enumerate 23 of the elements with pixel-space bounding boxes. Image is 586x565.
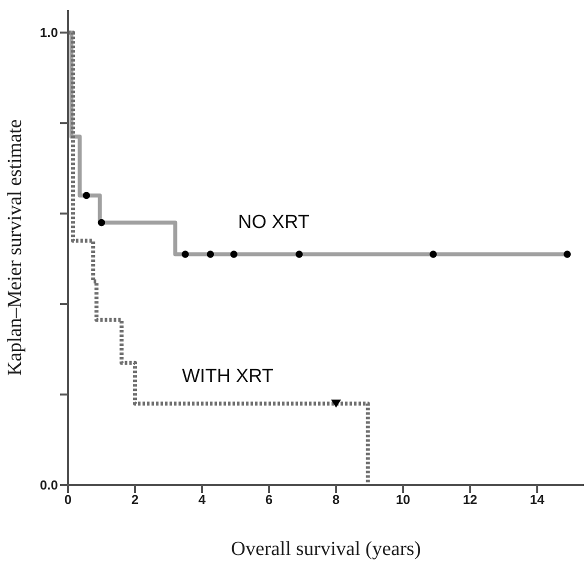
x-axis-title: Overall survival (years)	[231, 538, 421, 560]
point	[206, 250, 214, 258]
point	[82, 192, 90, 200]
point	[331, 400, 342, 408]
x-tick-label: 14	[530, 492, 546, 508]
point	[98, 219, 106, 226]
x-tick-label: 10	[396, 492, 410, 508]
point	[230, 250, 238, 258]
y-axis-title: Kaplan–Meier survival estimate	[4, 119, 26, 376]
x-tick-label: 4	[198, 492, 206, 508]
point	[564, 250, 571, 258]
x-tick-label: 8	[332, 492, 340, 508]
point	[296, 250, 303, 258]
series-label: WITH XRT	[182, 366, 274, 388]
x-tick-label: 6	[265, 492, 273, 508]
x-tick-label: 2	[131, 492, 139, 508]
x-tick-label: 0	[64, 492, 72, 508]
point	[182, 250, 189, 258]
y-tick-label: 1.0	[40, 25, 58, 40]
y-tick-label: 0.0	[40, 478, 58, 493]
point	[430, 250, 437, 258]
x-tick-label: 12	[462, 492, 478, 508]
series-label: NO XRT	[238, 212, 310, 234]
